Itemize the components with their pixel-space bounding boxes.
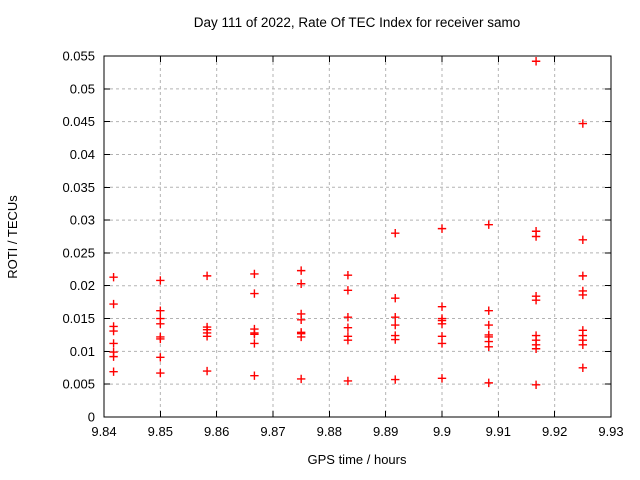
y-tick-label: 0.035 — [62, 180, 95, 195]
y-tick-label: 0.02 — [70, 278, 95, 293]
data-point-marker — [202, 366, 212, 376]
x-tick-label: 9.92 — [542, 424, 567, 439]
data-point-marker — [296, 266, 306, 275]
data-point-marker — [484, 320, 493, 330]
data-point-marker — [437, 374, 447, 383]
tick-label-layer: 9.84 9.85 9.86 9.87 9.88 9.89 9.9 9.91 9.92 9.93 0… — [62, 49, 623, 440]
data-point-marker — [156, 306, 165, 315]
data-point-marker — [391, 229, 400, 238]
y-tick-label: 0 — [88, 410, 95, 425]
data-point-marker — [156, 353, 165, 362]
data-point-marker — [578, 290, 588, 300]
chart-title: Day 111 of 2022, Rate Of TEC Index for r… — [194, 15, 520, 30]
data-point-marker — [391, 320, 400, 330]
data-point-marker — [531, 344, 541, 353]
data-point-marker — [437, 302, 447, 311]
y-tick-label: 0.005 — [62, 377, 95, 392]
data-point-marker — [296, 374, 306, 384]
x-tick-label: 9.86 — [204, 424, 229, 439]
y-tick-label: 0.025 — [62, 245, 95, 260]
data-point-marker — [484, 378, 493, 388]
data-point-marker — [437, 224, 447, 233]
data-point-marker — [484, 342, 493, 351]
x-tick-label: 9.88 — [317, 424, 342, 439]
data-point-marker — [531, 295, 541, 305]
data-points-layer — [109, 57, 588, 390]
data-point-marker — [391, 293, 400, 303]
data-point-marker — [250, 269, 259, 279]
data-point-marker — [156, 334, 165, 344]
data-point-marker — [250, 330, 259, 339]
data-point-marker — [250, 371, 259, 380]
data-point-marker — [250, 289, 259, 298]
data-point-marker — [531, 57, 541, 66]
data-point-marker — [391, 335, 400, 344]
data-point-marker — [109, 272, 118, 282]
data-point-marker — [391, 313, 400, 322]
data-point-marker — [156, 276, 165, 285]
data-point-marker — [578, 340, 588, 349]
data-point-marker — [109, 367, 118, 376]
data-point-marker — [437, 319, 447, 328]
data-point-marker — [343, 336, 353, 345]
y-tick-label: 0.015 — [62, 311, 95, 326]
plot-border — [103, 55, 612, 418]
data-point-marker — [343, 271, 353, 280]
tick-layer — [103, 55, 612, 418]
y-tick-label: 0.05 — [70, 81, 95, 96]
y-tick-label: 0.03 — [70, 213, 95, 228]
y-tick-label: 0.04 — [70, 147, 95, 162]
data-point-marker — [250, 339, 259, 348]
x-tick-label: 9.91 — [486, 424, 511, 439]
data-point-marker — [437, 332, 447, 341]
data-point-marker — [296, 315, 306, 325]
x-tick-label: 9.85 — [148, 424, 173, 439]
data-point-marker — [109, 299, 118, 309]
data-point-marker — [391, 375, 400, 384]
x-tick-label: 9.84 — [91, 424, 116, 439]
data-point-marker — [578, 363, 588, 372]
data-point-marker — [343, 323, 353, 332]
y-axis-label: ROTI / TECUs — [5, 195, 20, 279]
data-point-marker — [343, 286, 353, 295]
data-point-marker — [343, 313, 353, 322]
data-point-marker — [578, 235, 588, 244]
data-point-marker — [484, 306, 493, 315]
y-tick-label: 0.01 — [70, 344, 95, 359]
data-point-marker — [578, 119, 588, 128]
data-point-marker — [109, 352, 118, 361]
grid-layer — [104, 56, 611, 417]
data-point-marker — [156, 319, 165, 328]
x-tick-label: 9.87 — [260, 424, 285, 439]
data-point-marker — [531, 380, 541, 390]
axes-border — [103, 55, 612, 418]
x-tick-label: 9.9 — [433, 424, 451, 439]
x-axis-label: GPS time / hours — [308, 452, 407, 467]
data-point-marker — [202, 332, 212, 341]
data-point-marker — [296, 279, 306, 288]
data-point-marker — [296, 332, 306, 342]
data-point-marker — [343, 376, 353, 386]
x-tick-label: 9.93 — [598, 424, 623, 439]
data-point-marker — [109, 339, 118, 348]
data-point-marker — [202, 271, 212, 281]
data-point-marker — [437, 339, 447, 348]
data-point-marker — [484, 220, 493, 229]
data-point-marker — [578, 271, 588, 281]
data-point-marker — [531, 232, 541, 241]
data-point-marker — [109, 326, 118, 336]
y-tick-label: 0.055 — [62, 49, 95, 64]
data-point-marker — [156, 368, 165, 378]
x-tick-label: 9.89 — [373, 424, 398, 439]
y-tick-label: 0.045 — [62, 114, 95, 129]
